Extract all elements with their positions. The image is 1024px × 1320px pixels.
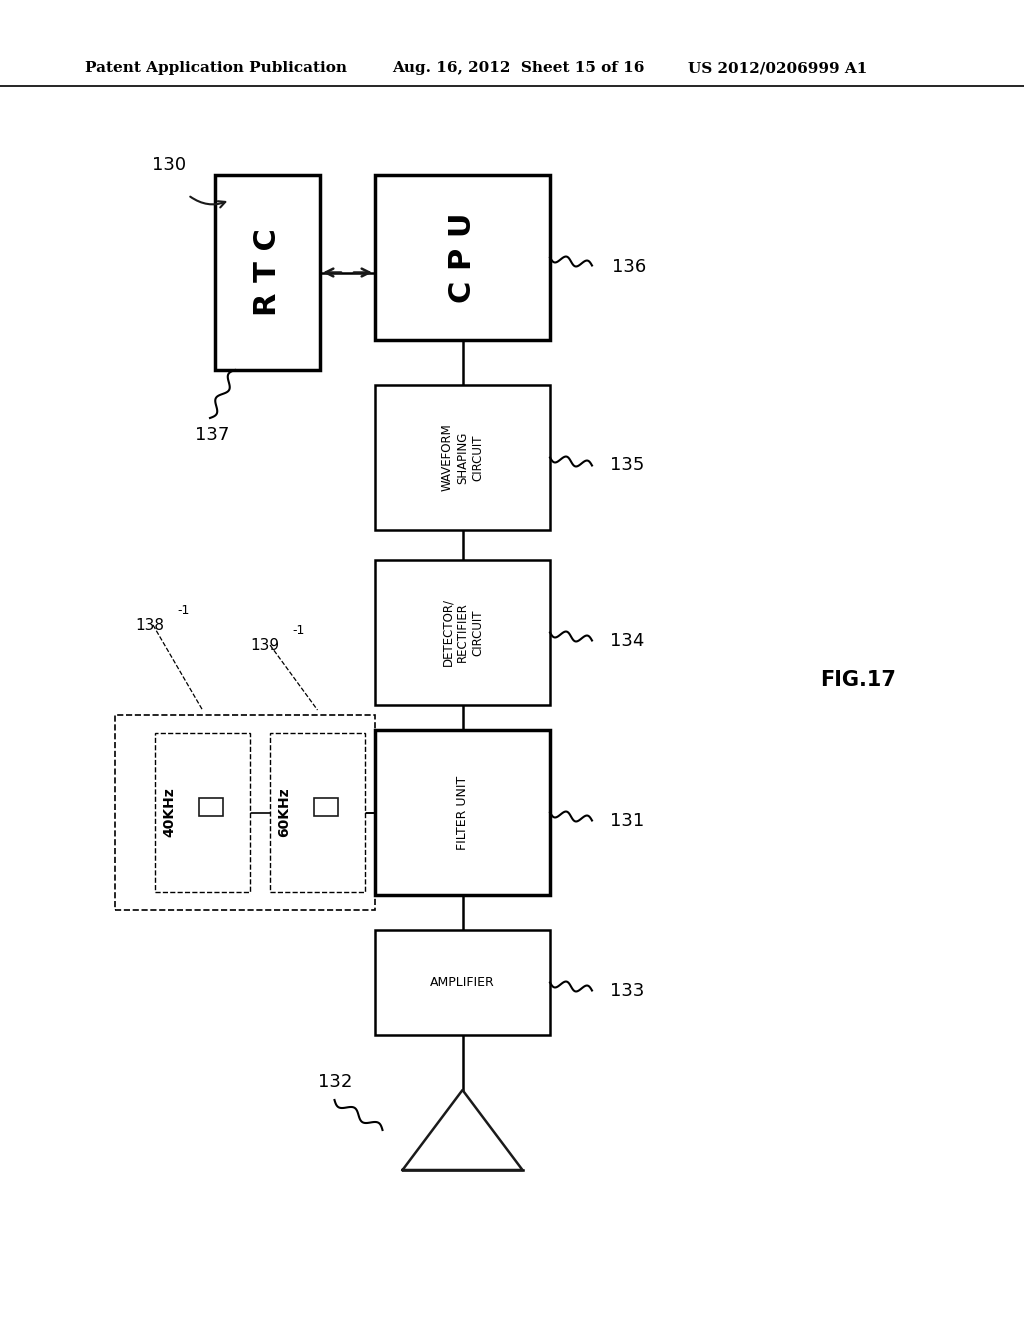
Text: 130: 130 bbox=[152, 156, 186, 174]
Bar bbox=[115, 715, 375, 909]
Text: R T C: R T C bbox=[253, 228, 282, 317]
Bar bbox=[375, 560, 550, 705]
Text: 131: 131 bbox=[610, 812, 644, 829]
Text: 135: 135 bbox=[610, 457, 644, 474]
Text: -1: -1 bbox=[292, 624, 304, 638]
Text: Patent Application Publication: Patent Application Publication bbox=[85, 61, 347, 75]
Text: US 2012/0206999 A1: US 2012/0206999 A1 bbox=[688, 61, 867, 75]
Bar bbox=[215, 176, 319, 370]
Text: C P U: C P U bbox=[449, 213, 477, 302]
Text: 137: 137 bbox=[195, 426, 229, 444]
Text: WAVEFORM
SHAPING
CIRCUIT: WAVEFORM SHAPING CIRCUIT bbox=[441, 424, 484, 491]
Text: 138: 138 bbox=[135, 618, 164, 632]
Text: 60KHz: 60KHz bbox=[278, 788, 291, 837]
Text: FIG.17: FIG.17 bbox=[820, 671, 896, 690]
Text: 132: 132 bbox=[317, 1073, 352, 1092]
Text: DETECTOR/
RECTIFIER
CIRCUIT: DETECTOR/ RECTIFIER CIRCUIT bbox=[441, 598, 484, 667]
Bar bbox=[199, 797, 222, 816]
Bar bbox=[155, 733, 250, 892]
Text: Aug. 16, 2012  Sheet 15 of 16: Aug. 16, 2012 Sheet 15 of 16 bbox=[392, 61, 644, 75]
Bar bbox=[375, 176, 550, 341]
Bar bbox=[375, 730, 550, 895]
Bar bbox=[270, 733, 365, 892]
Text: 134: 134 bbox=[610, 631, 644, 649]
Bar bbox=[375, 385, 550, 531]
Bar bbox=[375, 931, 550, 1035]
Bar bbox=[313, 797, 338, 816]
Text: 136: 136 bbox=[612, 259, 646, 276]
Text: 139: 139 bbox=[250, 638, 280, 652]
Text: -1: -1 bbox=[177, 603, 189, 616]
Text: AMPLIFIER: AMPLIFIER bbox=[430, 975, 495, 989]
Text: 133: 133 bbox=[610, 982, 644, 999]
Text: FILTER UNIT: FILTER UNIT bbox=[456, 775, 469, 850]
Text: 40KHz: 40KHz bbox=[162, 788, 176, 837]
